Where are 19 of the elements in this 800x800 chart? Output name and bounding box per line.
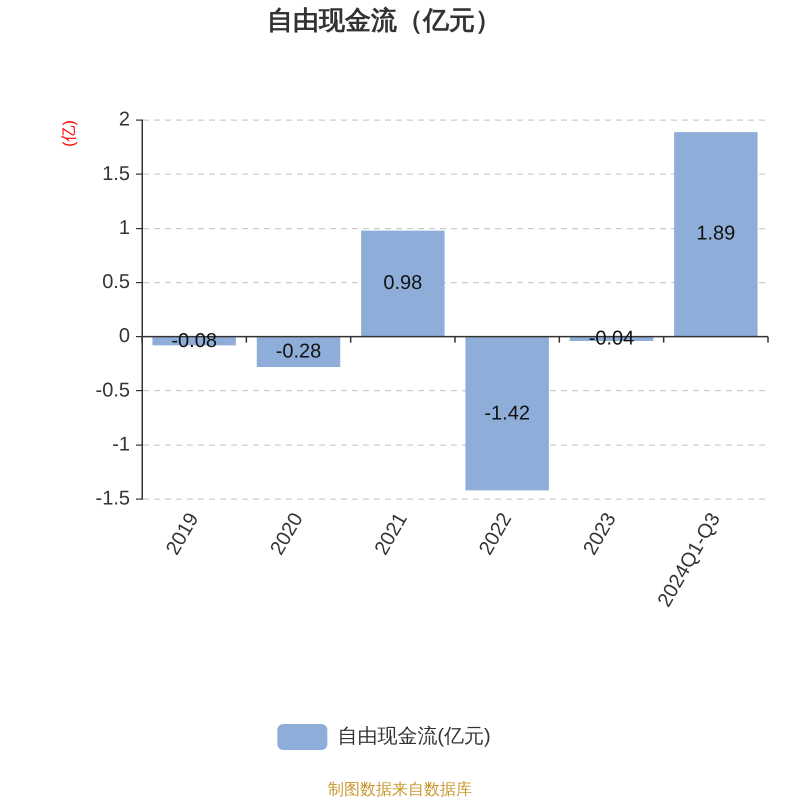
y-axis-title: (亿) — [61, 120, 78, 147]
y-tick-label: 1.5 — [102, 162, 130, 185]
y-tick-label: -1 — [112, 433, 130, 456]
bar — [674, 132, 758, 336]
bar — [361, 230, 445, 336]
data-label: 0.98 — [383, 272, 422, 294]
chart-title: 自由现金流（亿元） — [267, 4, 501, 35]
data-label: -1.42 — [484, 402, 530, 424]
y-tick-label: -0.5 — [96, 379, 130, 402]
data-label: 1.89 — [696, 222, 736, 245]
bar — [465, 337, 549, 490]
y-tick-label: 2 — [118, 108, 130, 131]
text: 制图数据来自数据库 — [328, 780, 472, 798]
legend-label: 自由现金流(亿元) — [337, 726, 491, 748]
y-tick-label: 0 — [118, 325, 130, 348]
y-tick-label: 1 — [118, 216, 130, 239]
y-tick-label: -1.5 — [96, 488, 130, 510]
data-label: -0.28 — [276, 340, 322, 363]
y-tick-label: 0.5 — [102, 271, 130, 294]
